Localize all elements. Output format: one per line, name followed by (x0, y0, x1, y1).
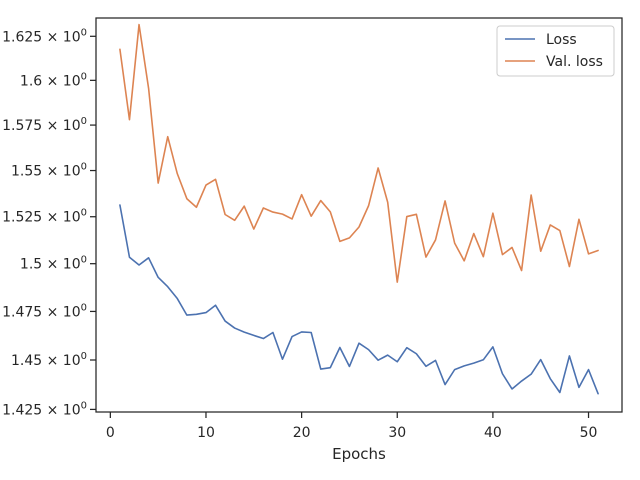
x-tick-label: 10 (197, 425, 215, 441)
legend: Loss Val. loss (496, 25, 615, 77)
y-tick-label: 1.45 × 100 (11, 351, 87, 369)
legend-label-val-loss: Val. loss (546, 54, 603, 70)
x-tick-label: 50 (580, 425, 598, 441)
series-lines (119, 23, 599, 395)
x-axis-title: Epochs (332, 445, 386, 463)
plot-frame (95, 17, 623, 413)
x-tick-label: 40 (484, 425, 502, 441)
y-tick-label: 1.475 × 100 (2, 302, 87, 320)
x-tick-label: 30 (388, 425, 406, 441)
x-tick-label: 0 (106, 425, 115, 441)
y-axis-ticks: 1.425 × 100 1.45 × 100 1.475 × 100 1.5 × 10… (2, 27, 96, 418)
series-line-loss (119, 204, 599, 395)
y-tick-label: 1.5 × 100 (20, 255, 87, 273)
plot-background (96, 18, 622, 412)
y-tick-label: 1.525 × 100 (2, 208, 87, 226)
y-tick-label: 1.575 × 100 (2, 116, 87, 134)
x-axis-ticks: 0 10 20 30 40 50 (106, 412, 598, 441)
series-line-val-loss (119, 23, 599, 283)
y-tick-label: 1.6 × 100 (20, 71, 87, 89)
y-tick-label: 1.55 × 100 (11, 162, 87, 180)
x-tick-label: 20 (293, 425, 311, 441)
y-tick-label: 1.425 × 100 (2, 400, 87, 418)
y-tick-label: 1.625 × 100 (2, 27, 87, 45)
legend-label-loss: Loss (546, 32, 577, 48)
